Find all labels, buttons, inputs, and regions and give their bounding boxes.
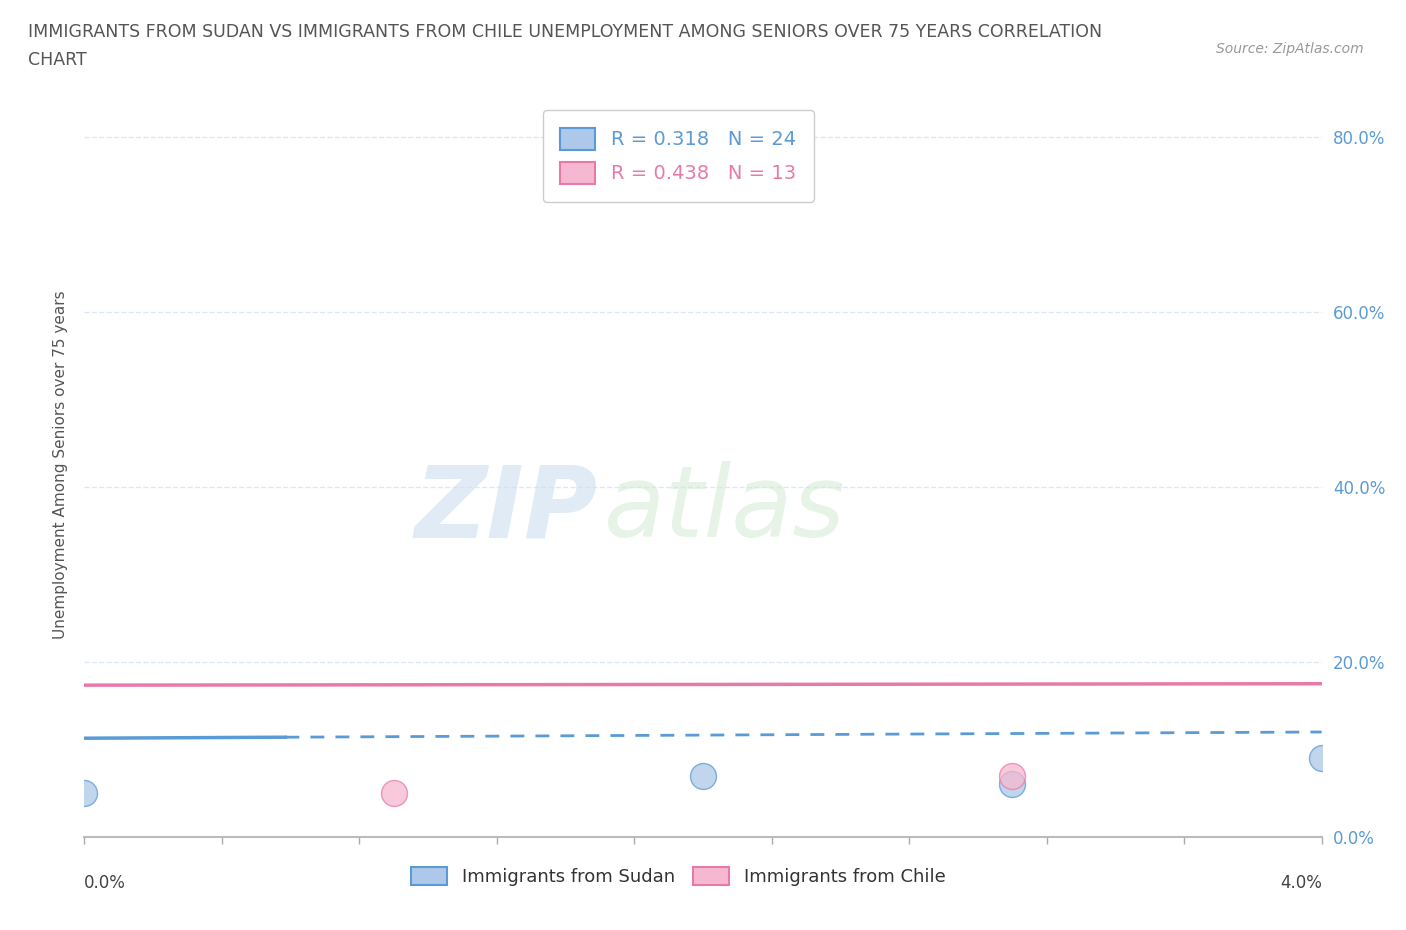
Point <box>1001 768 1024 783</box>
Text: IMMIGRANTS FROM SUDAN VS IMMIGRANTS FROM CHILE UNEMPLOYMENT AMONG SENIORS OVER 7: IMMIGRANTS FROM SUDAN VS IMMIGRANTS FROM… <box>28 23 1102 41</box>
Point <box>1310 751 1333 765</box>
Y-axis label: Unemployment Among Seniors over 75 years: Unemployment Among Seniors over 75 years <box>52 291 67 639</box>
Point <box>692 768 714 783</box>
Text: 0.0%: 0.0% <box>84 874 127 892</box>
Point <box>1001 777 1024 792</box>
Legend: Immigrants from Sudan, Immigrants from Chile: Immigrants from Sudan, Immigrants from C… <box>402 857 955 895</box>
Text: 4.0%: 4.0% <box>1279 874 1322 892</box>
Text: ZIP: ZIP <box>415 461 598 558</box>
Text: Source: ZipAtlas.com: Source: ZipAtlas.com <box>1216 42 1364 56</box>
Text: atlas: atlas <box>605 461 845 558</box>
Text: CHART: CHART <box>28 51 87 69</box>
Point <box>73 786 96 801</box>
Point <box>382 786 405 801</box>
